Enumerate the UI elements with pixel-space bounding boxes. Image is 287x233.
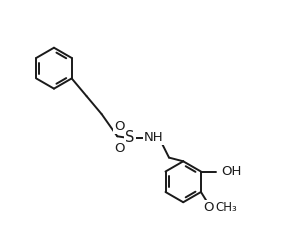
Text: S: S	[125, 130, 135, 145]
Text: OH: OH	[221, 165, 241, 178]
Text: CH₃: CH₃	[215, 201, 237, 214]
Text: O: O	[204, 201, 214, 214]
Text: O: O	[114, 142, 124, 155]
Text: NH: NH	[144, 131, 163, 144]
Text: O: O	[114, 120, 124, 133]
